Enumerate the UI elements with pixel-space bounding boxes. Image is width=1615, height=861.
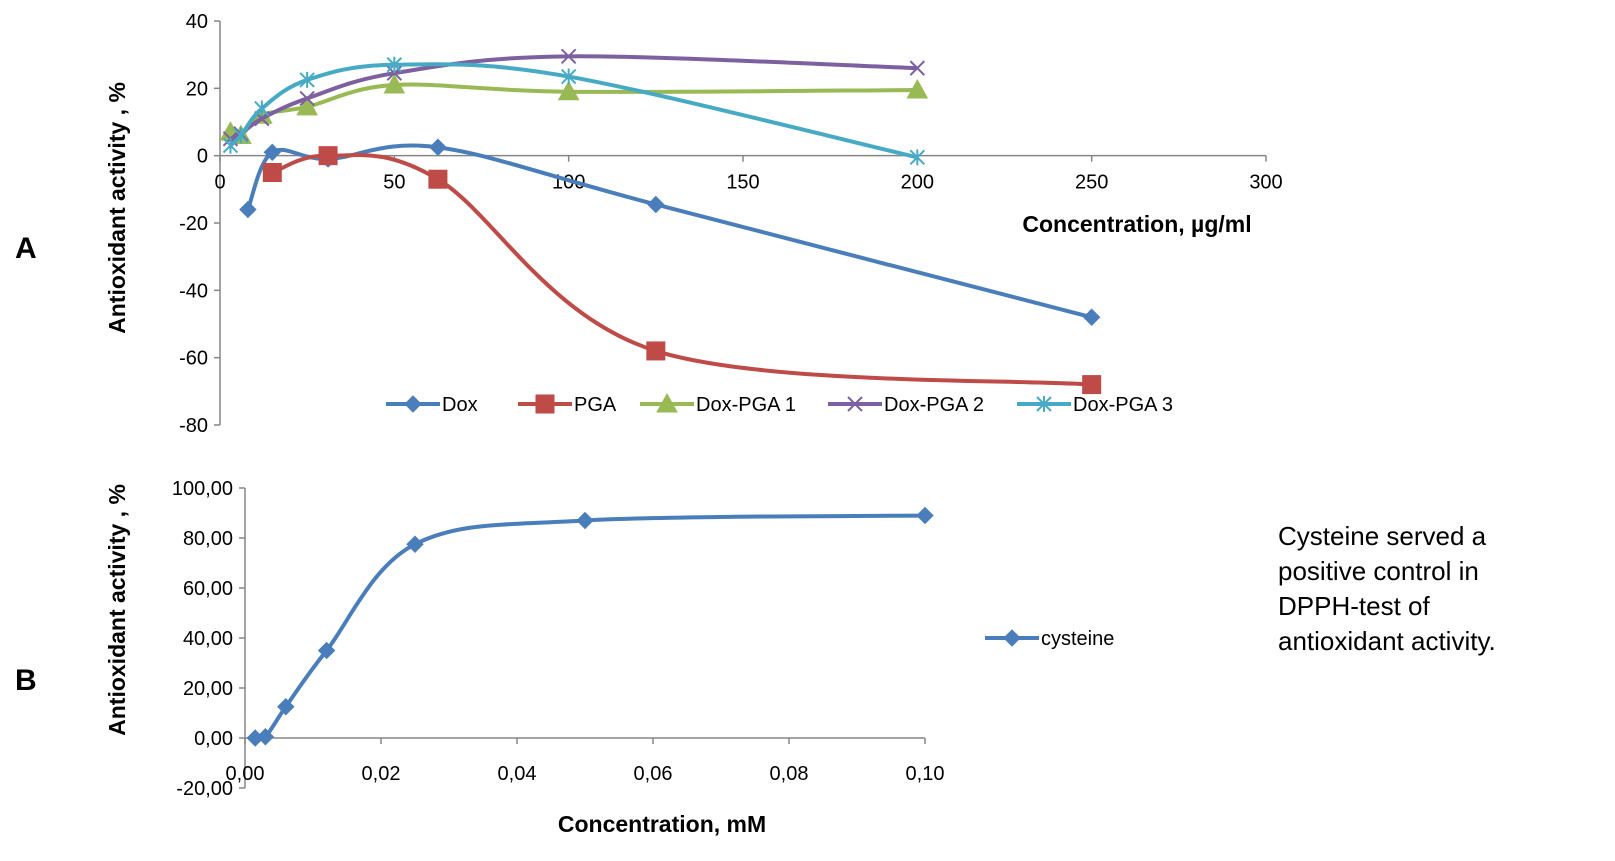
chart-b-data-point	[576, 511, 594, 530]
chart-b-x-tick-label: 0,10	[906, 763, 945, 785]
chart-a-y-tick-label: -60	[179, 348, 208, 370]
chart-b-data-point	[256, 728, 275, 746]
chart-b-legend-marker	[1003, 629, 1021, 647]
chart-a-data-point	[909, 60, 926, 76]
chart-b-x-tick-label: 0,08	[770, 763, 809, 785]
chart-a-series-line-4	[229, 62, 918, 160]
chart-b-y-tick-label: -20,00	[176, 778, 233, 800]
chart-a-data-point	[646, 341, 666, 361]
chart-a-y-tick-label: -20	[179, 213, 208, 235]
chart-a-y-tick-label: 0	[197, 146, 208, 168]
chart-b-data-point	[406, 535, 424, 553]
panel-letter-a: A	[15, 232, 37, 265]
chart-a-data-point	[386, 56, 403, 73]
chart-a-data-point	[1082, 375, 1102, 395]
chart-a-data-point	[647, 195, 665, 214]
chart-b-y-tick-label: 20,00	[183, 678, 233, 700]
chart-a-data-point	[1082, 308, 1101, 326]
chart-a-data-point	[299, 71, 315, 88]
chart-a-data-point	[239, 200, 257, 219]
chart-b-series-line-0	[254, 513, 926, 742]
chart-b-y-tick-label: 60,00	[183, 578, 233, 600]
chart-b-x-axis-title: Concentration, mM	[558, 811, 766, 837]
chart-a-legend-marker	[656, 392, 678, 413]
chart-a-x-tick-label: 0	[214, 172, 225, 194]
panel-letter-b: B	[15, 664, 37, 697]
chart-b-data-point	[916, 506, 934, 525]
chart-b-y-axis-title: Antioxidant activity , %	[104, 484, 130, 736]
chart-b-y-tick-label: 0,00	[194, 728, 233, 750]
chart-b-y-tick-label: 40,00	[183, 628, 233, 650]
chart-a-y-axis-title: Antioxidant activity , %	[104, 82, 130, 334]
chart-a-data-point	[263, 143, 282, 162]
chart-a-x-tick-label: 150	[726, 172, 759, 194]
chart-a-data-point	[560, 68, 577, 85]
chart-a-data-point	[296, 95, 319, 116]
chart-a-data-point	[299, 90, 315, 107]
chart-a-data-point	[383, 73, 406, 94]
chart-a-legend-marker	[1036, 396, 1052, 412]
chart-a-x-tick-label: 300	[1249, 172, 1282, 194]
chart-a-data-point	[254, 100, 270, 117]
side-note: Cysteine served a positive control in DP…	[1278, 521, 1496, 656]
chart-a-y-tick-label: -40	[179, 280, 208, 302]
chart-a-legend-marker	[847, 396, 863, 412]
chart-b: -20,000,0020,0040,0060,0080,00100,000,00…	[104, 478, 1114, 837]
chart-b-data-point	[317, 641, 336, 660]
chart-a-data-point	[560, 48, 577, 65]
chart-a-legend-marker	[404, 395, 422, 413]
chart-a-legend-label: PGA	[574, 394, 617, 416]
chart-a-data-point	[428, 169, 448, 189]
chart-b-data-point	[277, 698, 295, 716]
chart-a-legend: Dox PGA Dox-PGA 1 Dox-PGA 2 Dox-PGA 3	[386, 392, 1173, 416]
chart-a-legend-label: Dox-PGA 1	[696, 394, 796, 416]
chart-a-x-tick-label: 250	[1075, 172, 1108, 194]
chart-a-data-point	[906, 78, 929, 99]
side-note-line-4: antioxidant activity.	[1278, 626, 1496, 656]
chart-a-data-point	[262, 163, 282, 182]
chart-b-x-tick-label: 0,04	[498, 763, 537, 785]
chart-a-legend-label: Dox	[442, 394, 478, 416]
side-note-line-3: DPPH-test of	[1278, 591, 1430, 621]
chart-a-x-tick-label: 50	[383, 172, 405, 194]
chart-a-data-point	[557, 80, 580, 101]
side-note-line-1: Cysteine served a	[1278, 521, 1487, 551]
chart-a-data-point	[429, 138, 447, 156]
chart-a-x-tick-label: 200	[901, 172, 934, 194]
chart-a-series-line-0	[246, 143, 1093, 320]
chart-b-legend: cysteine	[985, 628, 1114, 650]
chart-b-x-tick-label: 0,06	[634, 763, 673, 785]
chart-b-x-tick-label: 0,00	[226, 763, 265, 785]
chart-a-legend-label: Dox-PGA 2	[884, 394, 984, 416]
chart-b-legend-label: cysteine	[1041, 628, 1114, 650]
chart-a-legend-marker	[535, 394, 555, 414]
chart-a-data-point	[233, 127, 249, 144]
chart-b-y-tick-label: 100,00	[172, 478, 233, 500]
side-note-line-2: positive control in	[1278, 556, 1479, 586]
chart-a-y-tick-label: 40	[186, 11, 208, 33]
chart-a-y-tick-label: 20	[186, 78, 208, 100]
chart-b-y-tick-label: 80,00	[183, 528, 233, 550]
chart-b-x-tick-label: 0,02	[362, 763, 401, 785]
chart-a-data-point	[318, 146, 338, 166]
chart-a-y-tick-label: -80	[179, 415, 208, 437]
chart-a-data-point	[909, 149, 926, 166]
chart-a-legend-label: Dox-PGA 3	[1073, 394, 1173, 416]
chart-a-x-axis-title: Concentration, µg/ml	[1022, 211, 1251, 237]
